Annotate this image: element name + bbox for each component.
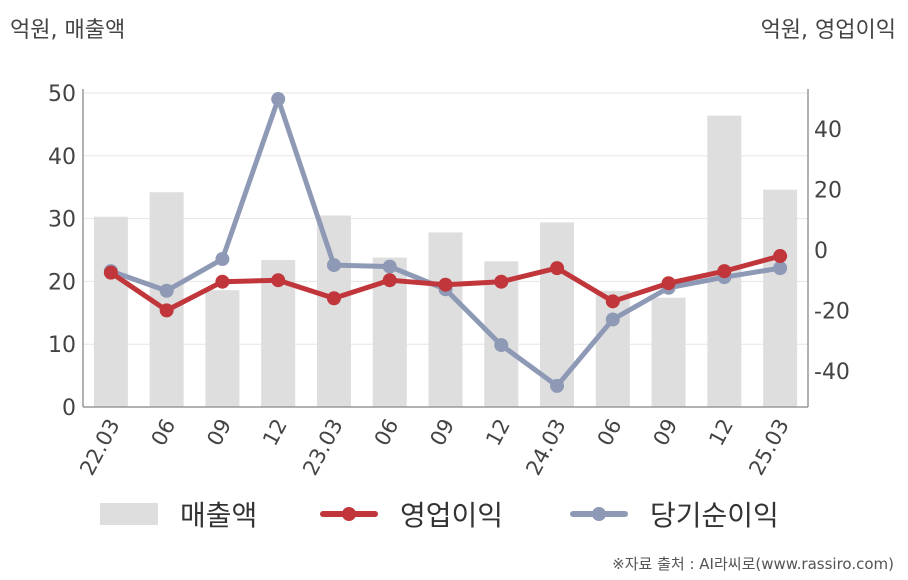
x-tick-label: 06 (147, 415, 181, 450)
bar-sales (428, 232, 463, 407)
point-operating-profit (271, 273, 286, 288)
legend-swatch-sales (100, 503, 158, 525)
point-net-income (159, 283, 174, 298)
legend-swatch-operating-profit (320, 503, 378, 525)
bar-sales (316, 215, 351, 407)
point-operating-profit (382, 273, 397, 288)
right-tick-label: 40 (814, 118, 842, 143)
right-tick-label: 0 (814, 239, 828, 264)
x-tick-label: 12 (481, 415, 515, 450)
legend-item-sales: 매출액 (100, 492, 257, 536)
point-net-income (605, 312, 620, 327)
point-operating-profit (159, 303, 174, 318)
point-operating-profit (773, 249, 788, 264)
right-axis-unit: 억원, 영업이익 (760, 18, 896, 43)
point-operating-profit (438, 277, 453, 292)
x-tick-label: 22.03 (75, 415, 124, 479)
bar-sales (707, 115, 742, 407)
point-net-income (271, 92, 286, 107)
x-tick-label: 12 (704, 415, 738, 450)
point-operating-profit (717, 264, 732, 279)
point-operating-profit (550, 261, 565, 276)
right-tick-label: 20 (814, 179, 842, 204)
legend-item-operating-profit: 영업이익 (320, 492, 503, 536)
x-tick-label: 09 (202, 415, 236, 450)
legend-swatch-net-income (570, 503, 628, 525)
source-note: ※자료 출처 : AI라씨로(www.rassiro.com) (612, 555, 894, 573)
left-tick-label: 20 (48, 270, 76, 295)
x-tick-label: 06 (370, 415, 404, 450)
legend: 매출액 영업이익 당기순이익 (0, 492, 908, 536)
point-net-income (494, 338, 509, 353)
legend-label-sales: 매출액 (180, 499, 258, 532)
right-tick-label: -40 (814, 360, 850, 385)
point-net-income (382, 259, 397, 274)
bar-sales (205, 290, 240, 407)
x-tick-label: 24.03 (521, 415, 570, 479)
legend-label-net-income: 당기순이익 (650, 499, 779, 532)
point-net-income (326, 258, 341, 273)
bar-sales (149, 192, 184, 407)
left-tick-label: 30 (48, 208, 76, 233)
legend-item-net-income: 당기순이익 (570, 492, 779, 536)
legend-label-operating-profit: 영업이익 (400, 499, 504, 532)
x-tick-label: 06 (593, 415, 627, 450)
bar-sales (763, 189, 798, 407)
x-tick-label: 09 (649, 415, 683, 450)
x-tick-label: 09 (425, 415, 459, 450)
x-tick-label: 23.03 (298, 415, 347, 479)
x-tick-label: 12 (258, 415, 292, 450)
left-tick-label: 50 (48, 82, 76, 107)
left-tick-label: 0 (62, 396, 76, 421)
point-operating-profit (661, 276, 676, 291)
right-tick-label: -20 (814, 299, 850, 324)
point-operating-profit (103, 265, 118, 280)
x-tick-label: 25.03 (744, 415, 793, 479)
bar-sales (651, 297, 686, 407)
point-net-income (773, 261, 788, 276)
bar-sales (93, 216, 128, 407)
point-operating-profit (605, 294, 620, 309)
point-operating-profit (326, 291, 341, 306)
point-operating-profit (494, 274, 509, 289)
point-operating-profit (215, 274, 230, 289)
point-net-income (215, 252, 230, 267)
left-tick-label: 10 (48, 333, 76, 358)
point-net-income (550, 378, 565, 393)
left-axis-unit: 억원, 매출액 (10, 18, 126, 43)
left-tick-label: 40 (48, 145, 76, 170)
